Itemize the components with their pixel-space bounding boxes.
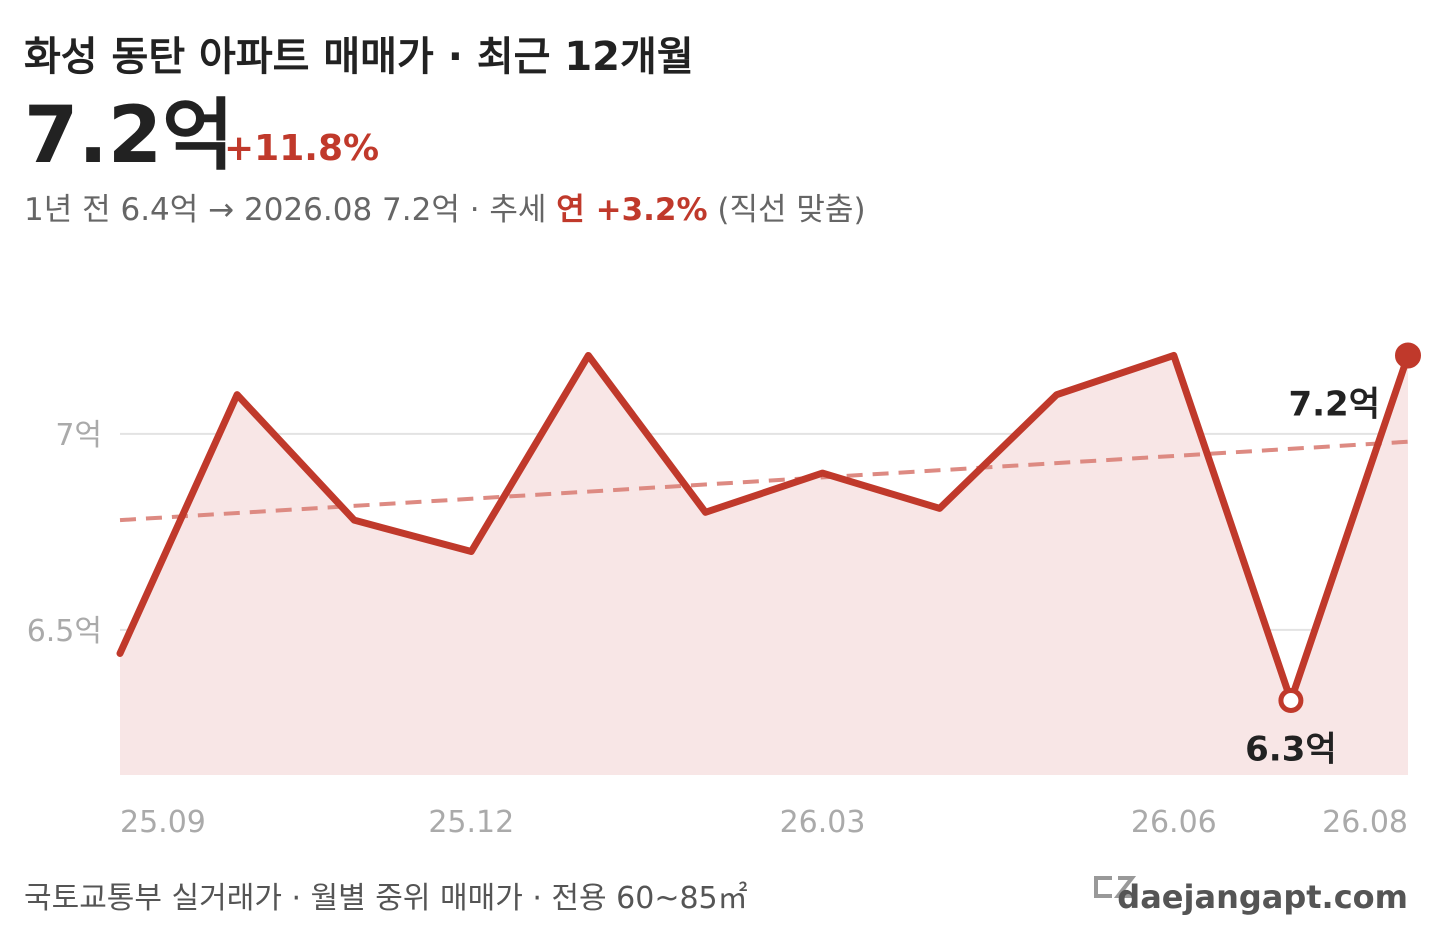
trend-line xyxy=(119,439,1409,523)
headline-value: 7.2억 xyxy=(24,91,234,181)
point-marker xyxy=(1278,688,1304,713)
value-label: 6.3억 xyxy=(1245,730,1337,770)
subtitle-text: 1년 전 6.4억 → 2026.08 7.2억 · 추세 xyxy=(24,192,556,228)
source: 국토교통부 실거래가 · 월별 중위 매매가 · 전용 60~85㎡ xyxy=(24,881,748,916)
subtitle-text: (직선 맞춤) xyxy=(708,192,866,228)
x-tick-label: 26.03 xyxy=(780,805,866,840)
point-marker xyxy=(1395,342,1421,369)
y-tick-label: 6.5억 xyxy=(27,614,102,649)
x-tick-label: 25.12 xyxy=(428,805,514,840)
x-tick-label: 26.06 xyxy=(1131,805,1217,840)
x-tick-label: 26.08 xyxy=(1322,805,1408,840)
y-tick-label: 7억 xyxy=(55,418,102,453)
brand: daejangapt.com xyxy=(1117,878,1408,916)
line xyxy=(116,351,1412,704)
headline-change: +11.8% xyxy=(224,128,379,169)
subtitle-highlight: 연 +3.2% xyxy=(556,192,707,228)
area xyxy=(120,355,1408,775)
x-tick-label: 25.09 xyxy=(120,805,206,840)
chart-title: 화성 동탄 아파트 매매가 · 최근 12개월 xyxy=(24,34,694,80)
subtitle: 1년 전 6.4억 → 2026.08 7.2억 · 추세 연 +3.2% (직… xyxy=(24,192,866,228)
brand-icon xyxy=(1094,876,1137,898)
value-label: 7.2억 xyxy=(1288,384,1380,424)
